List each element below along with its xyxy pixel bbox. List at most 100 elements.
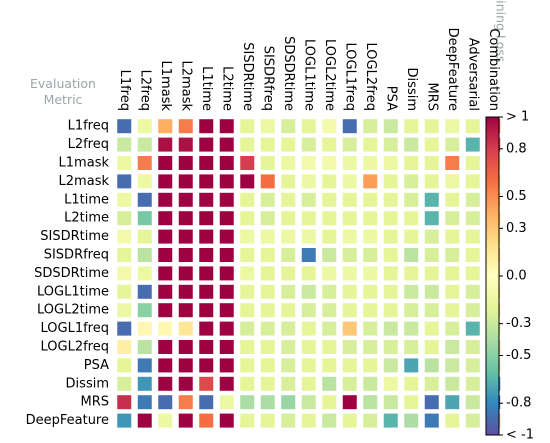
heatmap-cell (199, 395, 214, 410)
evaluation-metric-label-line2: Metric (44, 92, 83, 107)
heatmap-cell (445, 174, 460, 189)
heatmap-cell (322, 174, 337, 189)
heatmap-cell (424, 376, 439, 391)
heatmap-cell (322, 211, 337, 226)
heatmap-cell (178, 211, 193, 226)
heatmap-cell (219, 376, 234, 391)
heatmap-cell (465, 229, 480, 244)
heatmap-cell (465, 156, 480, 170)
heatmap-cell (445, 284, 460, 299)
colorbar-tick-label: -0.8 (506, 396, 531, 411)
heatmap-cell (260, 211, 275, 226)
heatmap-cell (424, 192, 439, 207)
column-label: LOGL1freq (342, 43, 357, 112)
heatmap-cell (465, 266, 480, 281)
heatmap-cell (240, 266, 255, 281)
training-loss-label: Training Loss (494, 0, 509, 62)
heatmap-cell (404, 303, 419, 318)
row-label: L1mask (59, 156, 110, 171)
heatmap-cell (445, 321, 460, 336)
heatmap-cell (445, 266, 460, 281)
heatmap-cell (445, 248, 460, 262)
heatmap-cell (301, 156, 316, 170)
heatmap-cell (404, 137, 419, 152)
heatmap-cell (240, 395, 255, 410)
heatmap-cell (178, 174, 193, 189)
heatmap-cell (322, 321, 337, 336)
heatmap-cell (281, 266, 296, 281)
heatmap-cell (260, 229, 275, 244)
heatmap-cell (383, 284, 398, 299)
heatmap-cell (260, 174, 275, 189)
heatmap-cell (465, 395, 480, 410)
heatmap-cell (219, 248, 234, 262)
heatmap-cell (424, 137, 439, 152)
heatmap-cell (301, 248, 316, 262)
heatmap-cell (178, 137, 193, 152)
row-label: SISDRfreq (44, 248, 109, 263)
heatmap-cell (117, 174, 132, 189)
heatmap-cell (137, 266, 152, 281)
row-label: LOGL2time (37, 303, 109, 318)
heatmap-cell (158, 119, 173, 134)
heatmap-cell (137, 340, 152, 354)
heatmap-cell (240, 340, 255, 354)
heatmap-cell (219, 303, 234, 318)
heatmap-cell (383, 321, 398, 336)
colorbar-gradient (485, 116, 500, 436)
heatmap-cell (178, 376, 193, 391)
heatmap-cell (117, 284, 132, 299)
heatmap-cell (117, 303, 132, 318)
heatmap-cell (363, 192, 378, 207)
column-label: L1time (199, 66, 214, 111)
heatmap-cell (260, 376, 275, 391)
heatmap-cell (383, 119, 398, 134)
heatmap-cell (260, 340, 275, 354)
heatmap-cell (322, 248, 337, 262)
heatmap-cell (363, 174, 378, 189)
heatmap-cell (363, 284, 378, 299)
heatmap-cell (445, 211, 460, 226)
heatmap-cell (219, 284, 234, 299)
heatmap-cell (424, 119, 439, 134)
column-label: LOGL2freq (363, 43, 378, 112)
row-label: LOGL1time (37, 284, 109, 299)
heatmap-cell (117, 156, 132, 170)
row-label: SISDRtime (40, 229, 109, 244)
heatmap-cell (301, 137, 316, 152)
heatmap-cell (404, 156, 419, 170)
heatmap-cell (342, 156, 357, 170)
heatmap-cell (260, 303, 275, 318)
heatmap-cell (158, 174, 173, 189)
heatmap-cell (342, 229, 357, 244)
heatmap-cell (199, 303, 214, 318)
heatmap-cell (178, 119, 193, 134)
heatmap-cell (465, 211, 480, 226)
heatmap-cell (137, 156, 152, 170)
heatmap-cell (281, 413, 296, 428)
heatmap-cell (260, 192, 275, 207)
heatmap-cell (137, 174, 152, 189)
column-label: MRS (424, 82, 439, 111)
heatmap-cell (178, 358, 193, 373)
heatmap-cell (383, 303, 398, 318)
heatmap-cell (445, 340, 460, 354)
column-label: L1freq (117, 70, 132, 111)
heatmap-cell (322, 358, 337, 373)
row-label: L1freq (68, 119, 109, 134)
heatmap-cell (424, 229, 439, 244)
heatmap-cell (363, 340, 378, 354)
row-label: L2mask (59, 174, 110, 189)
colorbar-tick-label: 0.3 (506, 221, 527, 236)
heatmap-cell (342, 266, 357, 281)
heatmap-cell (117, 266, 132, 281)
heatmap-cell (322, 192, 337, 207)
heatmap-cell (383, 395, 398, 410)
colorbar-tick-label: -0.5 (506, 348, 531, 363)
heatmap-cell (322, 395, 337, 410)
row-label: LOGL1freq (41, 321, 110, 336)
heatmap-cell (301, 376, 316, 391)
heatmap-cell (404, 284, 419, 299)
heatmap-cell (342, 321, 357, 336)
heatmap-cell (219, 321, 234, 336)
